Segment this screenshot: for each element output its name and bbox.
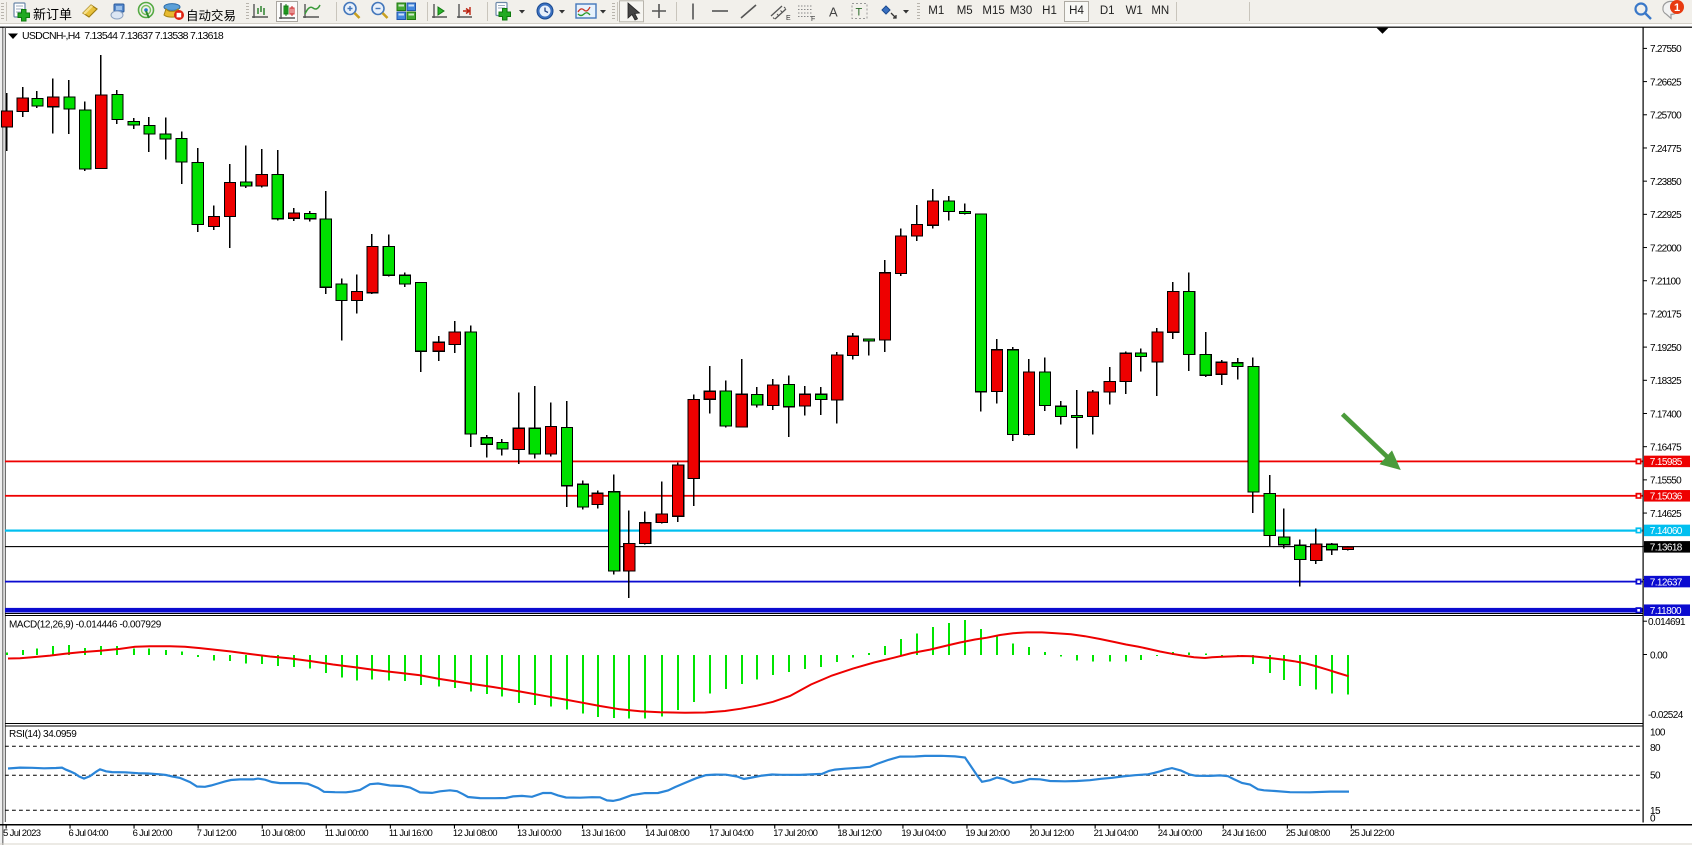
svg-text:19 Jul 04:00: 19 Jul 04:00 (901, 828, 945, 839)
svg-text:14 Jul 08:00: 14 Jul 08:00 (645, 828, 689, 839)
svg-text:7.13618: 7.13618 (1650, 543, 1683, 554)
svg-text:7.11800: 7.11800 (1650, 606, 1682, 617)
svg-text:7.24775: 7.24775 (1650, 144, 1682, 155)
svg-text:17 Jul 20:00: 17 Jul 20:00 (773, 828, 817, 839)
svg-text:USDCNH-,H4 7.13544 7.13637 7.: USDCNH-,H4 7.13544 7.13637 7.13538 7.136… (22, 30, 224, 42)
svg-text:25 Jul 08:00: 25 Jul 08:00 (1286, 828, 1330, 839)
svg-text:19 Jul 20:00: 19 Jul 20:00 (965, 828, 1009, 839)
svg-text:50: 50 (1650, 771, 1661, 782)
svg-text:7.14625: 7.14625 (1650, 509, 1682, 520)
svg-text:7.22000: 7.22000 (1650, 243, 1682, 254)
svg-text:15: 15 (1650, 806, 1661, 817)
svg-text:13 Jul 00:00: 13 Jul 00:00 (517, 828, 561, 839)
svg-text:7 Jul 12:00: 7 Jul 12:00 (197, 828, 237, 839)
svg-text:12 Jul 08:00: 12 Jul 08:00 (453, 828, 497, 839)
svg-text:0.014691: 0.014691 (1648, 617, 1686, 628)
svg-text:80: 80 (1650, 743, 1661, 754)
svg-text:7.23850: 7.23850 (1650, 177, 1682, 188)
svg-text:0.00: 0.00 (1650, 651, 1668, 662)
svg-text:1: 1 (1674, 2, 1680, 14)
svg-text:7.15985: 7.15985 (1650, 457, 1683, 468)
svg-text:7.26625: 7.26625 (1650, 77, 1682, 88)
svg-text:7.12637: 7.12637 (1650, 577, 1683, 588)
svg-text:MACD(12,26,9) -0.014446 -0.007: MACD(12,26,9) -0.014446 -0.007929 (9, 619, 162, 630)
svg-text:6 Jul 20:00: 6 Jul 20:00 (133, 828, 173, 839)
svg-text:18 Jul 12:00: 18 Jul 12:00 (837, 828, 881, 839)
svg-text:F: F (811, 16, 815, 23)
svg-text:24 Jul 00:00: 24 Jul 00:00 (1158, 828, 1202, 839)
svg-text:13 Jul 16:00: 13 Jul 16:00 (581, 828, 625, 839)
svg-text:24 Jul 16:00: 24 Jul 16:00 (1222, 828, 1266, 839)
svg-text:7.16475: 7.16475 (1650, 442, 1682, 453)
svg-text:T: T (856, 7, 863, 19)
svg-text:7.15550: 7.15550 (1650, 476, 1682, 487)
svg-text:11 Jul 16:00: 11 Jul 16:00 (389, 828, 433, 839)
svg-text:E: E (786, 15, 791, 22)
svg-text:21 Jul 04:00: 21 Jul 04:00 (1094, 828, 1138, 839)
svg-text:7.14060: 7.14060 (1650, 526, 1683, 537)
svg-text:0: 0 (1650, 814, 1656, 825)
svg-text:20 Jul 12:00: 20 Jul 12:00 (1030, 828, 1074, 839)
svg-text:7.20175: 7.20175 (1650, 310, 1682, 321)
svg-text:7.18325: 7.18325 (1650, 376, 1682, 387)
svg-text:6 Jul 04:00: 6 Jul 04:00 (69, 828, 109, 839)
svg-text:7.21100: 7.21100 (1650, 277, 1681, 288)
svg-text:25 Jul 22:00: 25 Jul 22:00 (1350, 828, 1394, 839)
svg-text:-0.02524: -0.02524 (1648, 710, 1684, 721)
svg-text:A: A (829, 5, 838, 20)
svg-text:100: 100 (1650, 728, 1666, 739)
svg-text:7.27550: 7.27550 (1650, 44, 1682, 55)
svg-text:RSI(14) 34.0959: RSI(14) 34.0959 (9, 729, 77, 740)
svg-text:7.25700: 7.25700 (1650, 111, 1682, 122)
svg-text:5 Jul 2023: 5 Jul 2023 (3, 828, 41, 839)
svg-text:7.15036: 7.15036 (1650, 492, 1683, 503)
svg-text:10 Jul 08:00: 10 Jul 08:00 (261, 828, 305, 839)
svg-text:7.19250: 7.19250 (1650, 343, 1682, 354)
svg-text:11 Jul 00:00: 11 Jul 00:00 (325, 828, 369, 839)
svg-text:7.17400: 7.17400 (1650, 409, 1682, 420)
svg-text:7.22925: 7.22925 (1650, 210, 1682, 221)
svg-text:17 Jul 04:00: 17 Jul 04:00 (709, 828, 753, 839)
